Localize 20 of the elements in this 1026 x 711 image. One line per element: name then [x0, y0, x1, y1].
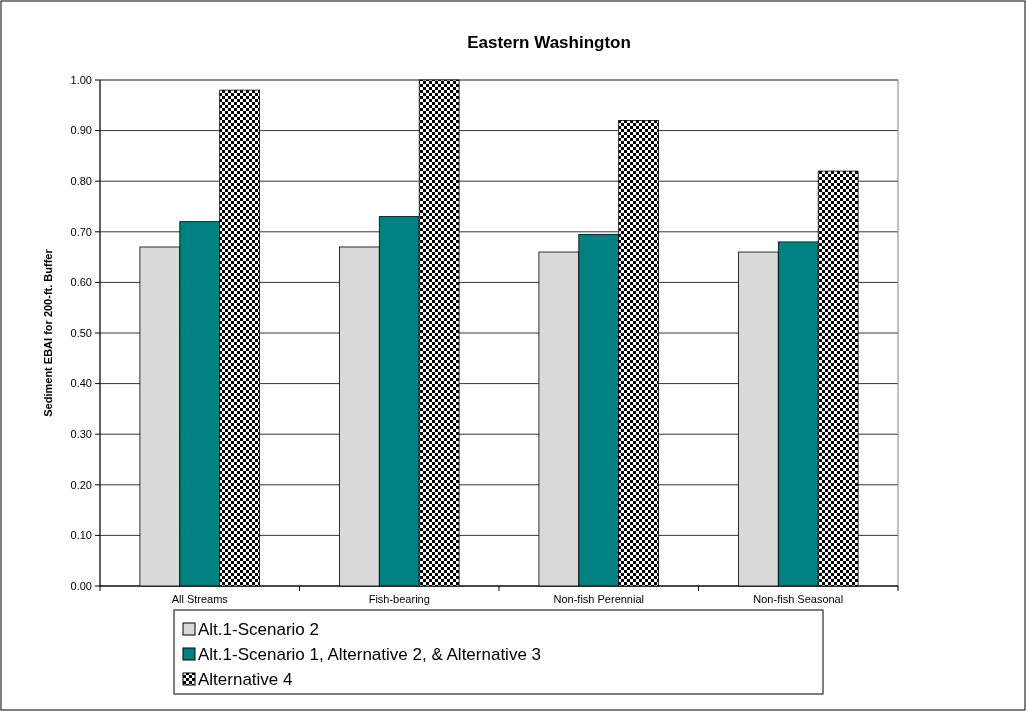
x-tick-label: All Streams	[171, 593, 229, 605]
y-tick-label: 0.00	[70, 579, 92, 592]
y-tick-label: 0.40	[70, 377, 92, 390]
y-tick-label: 0.30	[70, 428, 92, 441]
chart-title: Eastern Washington	[467, 33, 631, 52]
x-tick-label: Non-fish Seasonal	[753, 593, 844, 605]
legend-label: Alt.1-Scenario 1, Alternative 2, & Alternative 3	[198, 644, 542, 664]
legend-label: Alt.1-Scenario 2	[198, 619, 319, 639]
legend-label: Alternative 4	[198, 669, 293, 689]
y-tick-label: 0.10	[70, 529, 92, 542]
x-tick-label: Fish-bearing	[368, 593, 430, 605]
y-tick-label: 0.20	[70, 478, 92, 491]
y-tick-label: 0.50	[70, 326, 92, 339]
y-tick-label: 1.00	[70, 73, 92, 86]
y-tick-label: 0.90	[70, 124, 92, 137]
y-tick-label: 0.60	[70, 276, 92, 289]
x-tick-label: Non-fish Perennial	[553, 593, 644, 605]
y-tick-label: 0.70	[70, 225, 92, 238]
y-axis-title: Sediment EBAI for 200-ft. Buffer	[42, 248, 54, 417]
y-tick-label: 0.80	[70, 175, 92, 188]
